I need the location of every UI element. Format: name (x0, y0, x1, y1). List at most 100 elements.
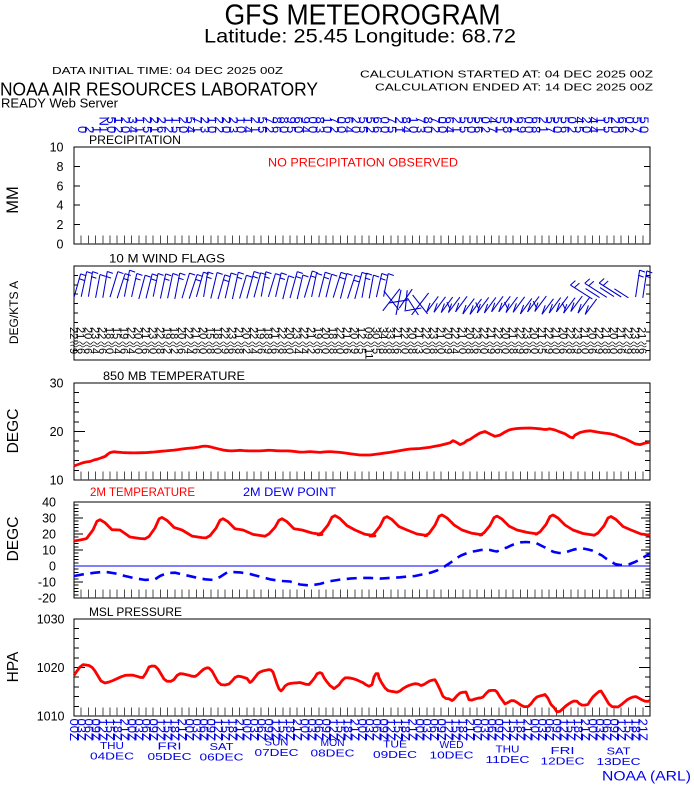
svg-text:8: 8 (564, 348, 576, 354)
svg-text:18: 18 (326, 327, 338, 339)
svg-text:4: 4 (290, 348, 302, 354)
svg-text:2: 2 (262, 126, 277, 133)
svg-text:0: 0 (334, 117, 349, 124)
svg-text:15Z: 15Z (103, 719, 118, 741)
svg-text:4: 4 (125, 126, 140, 133)
svg-text:22: 22 (182, 327, 194, 339)
svg-text:2: 2 (507, 117, 522, 124)
svg-text:00Z: 00Z (528, 719, 543, 741)
svg-text:0: 0 (528, 348, 540, 354)
svg-text:04DEC: 04DEC (90, 751, 135, 763)
svg-text:06Z: 06Z (485, 719, 500, 741)
svg-text:21Z: 21Z (175, 719, 190, 741)
svg-text:03Z: 03Z (305, 719, 320, 741)
svg-text:6: 6 (442, 117, 457, 124)
svg-text:8: 8 (57, 160, 64, 174)
svg-text:8: 8 (326, 348, 338, 354)
svg-text:5: 5 (183, 117, 198, 124)
svg-text:6: 6 (636, 348, 648, 354)
svg-text:2: 2 (154, 117, 169, 124)
svg-text:1: 1 (147, 126, 162, 133)
svg-text:6: 6 (391, 348, 403, 354)
svg-text:5: 5 (535, 348, 547, 354)
svg-text:21: 21 (413, 327, 425, 339)
svg-text:0: 0 (205, 126, 220, 133)
svg-text:22: 22 (420, 327, 432, 339)
svg-text:9: 9 (218, 348, 230, 354)
svg-text:8: 8 (204, 348, 216, 354)
svg-text:5: 5 (543, 117, 558, 124)
svg-text:20: 20 (607, 327, 619, 339)
svg-text:2: 2 (305, 348, 317, 354)
svg-text:22: 22 (449, 327, 461, 339)
svg-text:00Z: 00Z (67, 719, 82, 741)
svg-text:5: 5 (356, 117, 371, 124)
svg-text:4: 4 (183, 126, 198, 133)
svg-text:4: 4 (449, 348, 461, 354)
svg-text:0: 0 (435, 117, 450, 124)
svg-text:0: 0 (478, 117, 493, 124)
svg-text:06Z: 06Z (312, 719, 327, 741)
svg-text:2: 2 (161, 126, 176, 133)
svg-text:12Z: 12Z (557, 719, 572, 741)
svg-text:8: 8 (399, 117, 414, 124)
svg-text:18Z: 18Z (513, 719, 528, 741)
svg-text:6: 6 (586, 348, 598, 354)
svg-text:22: 22 (492, 327, 504, 339)
svg-text:-20: -20 (38, 592, 56, 606)
svg-text:21Z: 21Z (233, 719, 248, 741)
svg-text:DATA INITIAL TIME: 04 DEC 2025: DATA INITIAL TIME: 04 DEC 2025 00Z (52, 65, 284, 77)
svg-text:2: 2 (161, 348, 173, 354)
svg-text:03Z: 03Z (477, 719, 492, 741)
svg-text:15Z: 15Z (391, 719, 406, 741)
svg-text:10 M WIND FLAGS: 10 M WIND FLAGS (109, 252, 225, 266)
svg-text:15Z: 15Z (506, 719, 521, 741)
svg-text:5: 5 (572, 126, 587, 133)
svg-text:READY Web Server: READY Web Server (1, 96, 119, 111)
svg-text:2: 2 (212, 117, 227, 124)
svg-text:3: 3 (413, 126, 428, 133)
svg-text:5: 5 (169, 126, 184, 133)
svg-text:8: 8 (506, 348, 518, 354)
svg-text:19: 19 (254, 327, 266, 339)
svg-text:21Z: 21Z (521, 719, 536, 741)
svg-text:08DEC: 08DEC (311, 748, 356, 760)
svg-text:12Z: 12Z (153, 719, 168, 741)
svg-text:1: 1 (536, 126, 551, 133)
svg-text:1030: 1030 (37, 613, 65, 627)
svg-text:7: 7 (543, 126, 558, 133)
svg-text:6: 6 (57, 179, 64, 193)
svg-text:06Z: 06Z (427, 719, 442, 741)
svg-text:15Z: 15Z (621, 719, 636, 741)
svg-text:8: 8 (427, 348, 439, 354)
svg-text:6: 6 (557, 126, 572, 133)
svg-text:1: 1 (89, 126, 104, 133)
svg-text:4: 4 (586, 117, 601, 124)
svg-text:0: 0 (420, 348, 432, 354)
svg-text:7: 7 (385, 117, 400, 124)
svg-text:09Z: 09Z (434, 719, 449, 741)
svg-text:22: 22 (542, 327, 554, 339)
svg-text:1: 1 (507, 126, 522, 133)
svg-text:20: 20 (175, 327, 187, 339)
svg-text:1: 1 (392, 126, 407, 133)
svg-text:9: 9 (622, 348, 634, 354)
svg-text:GFS METEOROGRAM: GFS METEOROGRAM (225, 0, 501, 32)
svg-text:9: 9 (593, 348, 605, 354)
svg-text:10DEC: 10DEC (430, 750, 475, 762)
svg-text:11: 11 (362, 348, 374, 359)
svg-text:MSL PRESSURE: MSL PRESSURE (89, 605, 182, 619)
svg-text:09Z: 09Z (204, 719, 219, 741)
svg-text:30: 30 (42, 512, 56, 526)
svg-text:22: 22 (153, 327, 165, 339)
svg-text:18: 18 (261, 327, 273, 339)
svg-text:2: 2 (327, 126, 342, 133)
svg-text:03Z: 03Z (74, 719, 89, 741)
svg-text:20: 20 (240, 327, 252, 339)
svg-text:9: 9 (262, 348, 274, 354)
svg-text:0: 0 (291, 126, 306, 133)
svg-text:3: 3 (313, 126, 328, 133)
svg-text:22: 22 (247, 327, 259, 339)
svg-text:MM: MM (4, 186, 22, 214)
svg-text:12: 12 (355, 327, 367, 339)
